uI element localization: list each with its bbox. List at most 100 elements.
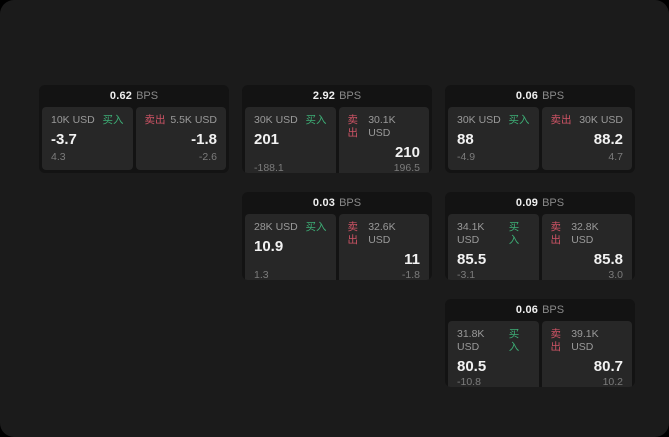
sell-side-label: 卖出: [550, 114, 572, 126]
buy-sub-value: -188.1: [254, 162, 284, 173]
sell-panel-header: 卖出 30.1K USD: [348, 114, 421, 140]
buy-panel[interactable]: 28K USD 买入 10.9 1.3: [245, 214, 336, 280]
buy-panel-header: 10K USD 买入: [51, 114, 124, 127]
bps-unit-label: BPS: [542, 90, 565, 102]
sell-price: 88.2: [593, 131, 623, 148]
sell-panel[interactable]: 卖出 32.8K USD 85.8 3.0: [541, 214, 632, 280]
buy-side-label: 买入: [508, 328, 520, 353]
buy-amount: 10K USD: [51, 114, 95, 126]
sell-side-label: 卖出: [550, 328, 562, 353]
bps-unit-label: BPS: [542, 304, 565, 316]
sell-sub-value: 4.7: [608, 151, 623, 163]
sell-amount: 30K USD: [579, 114, 623, 126]
bps-unit-label: BPS: [542, 197, 565, 209]
sell-amount: 30.1K USD: [368, 114, 396, 139]
sell-price: 210: [394, 144, 420, 161]
sell-sub-value: -1.8: [401, 269, 420, 280]
card-header: 0.06 BPS: [445, 299, 635, 321]
sell-side-label: 卖出: [347, 114, 359, 139]
sell-sub-value: 196.5: [393, 162, 420, 173]
buy-amount: 28K USD: [254, 221, 298, 233]
sell-panel-header: 卖出 30K USD: [551, 114, 624, 127]
quote-card: 0.03 BPS 28K USD 买入 10.9 1.3 卖出 32.6K US…: [242, 192, 432, 280]
buy-panel[interactable]: 10K USD 买入 -3.7 4.3: [42, 107, 133, 170]
sell-sub-value: 3.0: [608, 269, 623, 280]
card-header: 0.09 BPS: [445, 192, 635, 214]
buy-price: 80.5: [457, 358, 487, 375]
sell-price: 85.8: [593, 251, 623, 268]
buy-panel[interactable]: 30K USD 买入 201 -188.1: [245, 107, 336, 173]
sell-panel-header: 卖出 39.1K USD: [551, 328, 624, 354]
buy-panel[interactable]: 30K USD 买入 88 -4.9: [448, 107, 539, 170]
buy-sub-value: 4.3: [51, 151, 66, 163]
sell-price: 11: [404, 251, 420, 268]
buy-panel-header: 31.8K USD 买入: [457, 328, 530, 354]
sell-amount: 5.5K USD: [170, 114, 217, 126]
buy-price: 88: [457, 131, 474, 148]
buy-price: -3.7: [51, 131, 77, 148]
buy-price: 85.5: [457, 251, 487, 268]
buy-sub-value: -3.1: [457, 269, 476, 280]
sell-sub-value: -2.6: [198, 151, 217, 163]
buy-sub-value: -4.9: [457, 151, 476, 163]
card-header: 2.92 BPS: [242, 85, 432, 107]
quote-cards-grid: 0.62 BPS 10K USD 买入 -3.7 4.3 卖出 5.5K USD: [39, 85, 635, 387]
sell-sub-value: 10.2: [602, 376, 623, 387]
bps-value: 0.06: [515, 90, 539, 102]
quote-panels: 31.8K USD 买入 80.5 -10.8 卖出 39.1K USD 80.…: [445, 321, 635, 387]
buy-side-label: 买入: [508, 221, 520, 246]
quote-card: 0.06 BPS 30K USD 买入 88 -4.9 卖出 30K USD: [445, 85, 635, 173]
bps-value: 0.06: [515, 304, 539, 316]
bps-value: 2.92: [312, 90, 336, 102]
bps-value: 0.62: [109, 90, 133, 102]
buy-panel[interactable]: 31.8K USD 买入 80.5 -10.8: [448, 321, 539, 387]
quote-card: 0.09 BPS 34.1K USD 买入 85.5 -3.1 卖出 32.8K…: [445, 192, 635, 280]
card-header: 0.06 BPS: [445, 85, 635, 107]
bps-unit-label: BPS: [339, 90, 362, 102]
buy-side-label: 买入: [102, 114, 124, 126]
buy-amount: 34.1K USD: [457, 221, 485, 246]
buy-panel-header: 28K USD 买入: [254, 221, 327, 234]
quote-card: 0.06 BPS 31.8K USD 买入 80.5 -10.8 卖出 39.1…: [445, 299, 635, 387]
buy-panel[interactable]: 34.1K USD 买入 85.5 -3.1: [448, 214, 539, 280]
sell-panel[interactable]: 卖出 30.1K USD 210 196.5: [338, 107, 429, 173]
buy-panel-header: 30K USD 买入: [254, 114, 327, 127]
sell-panel-header: 卖出 32.6K USD: [348, 221, 421, 247]
buy-side-label: 买入: [305, 114, 327, 126]
sell-amount: 32.6K USD: [368, 221, 396, 246]
bps-unit-label: BPS: [136, 90, 159, 102]
buy-amount: 30K USD: [254, 114, 298, 126]
sell-price: -1.8: [191, 131, 217, 148]
sell-amount: 32.8K USD: [571, 221, 599, 246]
buy-sub-value: 1.3: [254, 269, 269, 280]
quote-panels: 34.1K USD 买入 85.5 -3.1 卖出 32.8K USD 85.8…: [445, 214, 635, 280]
sell-price: 80.7: [593, 358, 623, 375]
bps-value: 0.09: [515, 197, 539, 209]
sell-panel[interactable]: 卖出 5.5K USD -1.8 -2.6: [135, 107, 226, 170]
card-header: 0.03 BPS: [242, 192, 432, 214]
buy-panel-header: 30K USD 买入: [457, 114, 530, 127]
sell-panel[interactable]: 卖出 30K USD 88.2 4.7: [541, 107, 632, 170]
buy-side-label: 买入: [508, 114, 530, 126]
card-header: 0.62 BPS: [39, 85, 229, 107]
buy-sub-value: -10.8: [457, 376, 481, 387]
buy-price: 201: [254, 131, 280, 148]
quote-panels: 10K USD 买入 -3.7 4.3 卖出 5.5K USD -1.8 -2.…: [39, 107, 229, 173]
sell-panel[interactable]: 卖出 39.1K USD 80.7 10.2: [541, 321, 632, 387]
quote-card: 0.62 BPS 10K USD 买入 -3.7 4.3 卖出 5.5K USD: [39, 85, 229, 173]
sell-side-label: 卖出: [347, 221, 359, 246]
bps-value: 0.03: [312, 197, 336, 209]
buy-amount: 30K USD: [457, 114, 501, 126]
sell-panel-header: 卖出 32.8K USD: [551, 221, 624, 247]
sell-amount: 39.1K USD: [571, 328, 599, 353]
buy-amount: 31.8K USD: [457, 328, 485, 353]
quote-card: 2.92 BPS 30K USD 买入 201 -188.1 卖出 30.1K …: [242, 85, 432, 173]
sell-side-label: 卖出: [144, 114, 166, 126]
sell-panel[interactable]: 卖出 32.6K USD 11 -1.8: [338, 214, 429, 280]
quote-panels: 30K USD 买入 88 -4.9 卖出 30K USD 88.2 4.7: [445, 107, 635, 173]
quote-panels: 28K USD 买入 10.9 1.3 卖出 32.6K USD 11 -1.8: [242, 214, 432, 280]
sell-side-label: 卖出: [550, 221, 562, 246]
buy-side-label: 买入: [305, 221, 327, 233]
bps-unit-label: BPS: [339, 197, 362, 209]
